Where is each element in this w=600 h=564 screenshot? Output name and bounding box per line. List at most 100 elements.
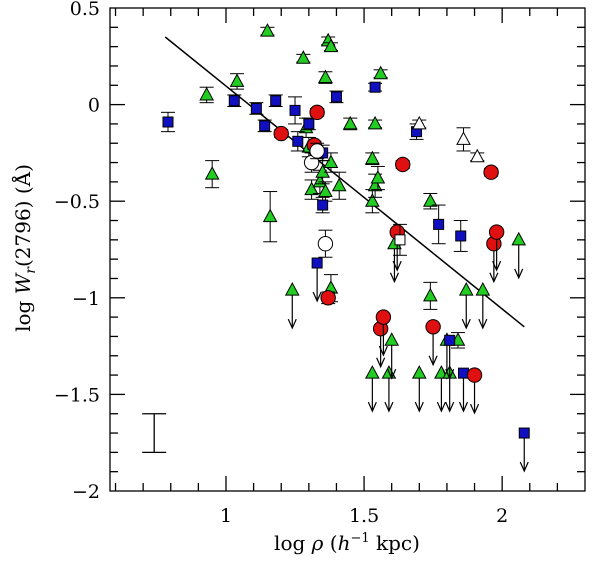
y-tick-label: −2 <box>72 481 100 503</box>
green-triangle-upper-limit-point <box>411 365 427 379</box>
green-triangle-point <box>423 193 438 207</box>
green-triangle-point <box>365 193 380 207</box>
typical-error-layer <box>142 413 167 454</box>
upper-limit-arrow-head <box>445 401 455 413</box>
green-triangle-point <box>373 65 388 80</box>
upper-limit-arrow-head <box>376 357 386 369</box>
green-triangle-point <box>262 208 278 223</box>
y-tick-label: −1.5 <box>54 384 100 406</box>
green-triangle-point <box>365 150 380 165</box>
blue-square-point <box>228 95 240 107</box>
green-triangle-point <box>199 86 214 101</box>
red-circle-point <box>320 290 336 306</box>
green-triangle-point <box>318 69 333 84</box>
green-triangle-upper-limit-point <box>458 282 474 296</box>
green-triangle-point <box>315 164 330 178</box>
green-triangle-point <box>229 73 245 87</box>
blue-square-point <box>330 91 342 103</box>
x-tick-label: 1 <box>220 505 232 527</box>
blue-square-point <box>162 116 174 128</box>
red-circle-point <box>309 104 325 121</box>
fit-line-layer <box>164 36 525 328</box>
y-tick-label: 0 <box>88 95 100 117</box>
green-triangle-point <box>323 38 339 53</box>
open-triangle-point <box>411 115 427 130</box>
upper-limit-arrow-head <box>312 291 322 303</box>
green-triangle-point <box>204 166 220 180</box>
blue-square-point <box>369 81 381 93</box>
upper-limit-arrow-head <box>489 272 499 284</box>
green-triangle-upper-limit-point <box>284 282 300 296</box>
upper-limit-arrow-head <box>378 345 388 357</box>
blue-square-upper-limit-point <box>518 427 530 439</box>
x-tick-label: 1.5 <box>349 505 379 527</box>
green-triangle-point <box>318 183 333 198</box>
upper-limit-arrow-head <box>519 461 529 473</box>
open-circle-point <box>317 236 334 252</box>
x-tick-label: 2 <box>496 505 508 527</box>
open-circle-point <box>309 143 325 159</box>
green-triangle-upper-limit-point <box>511 231 527 246</box>
red-circle-point <box>483 164 499 180</box>
open-square-point <box>394 234 406 246</box>
green-triangle-upper-limit-point <box>475 282 491 296</box>
tick-labels: 1 1.5 2 0.5 0 −0.5 −1 −1.5 −2 <box>54 0 508 527</box>
blue-square-point <box>259 120 271 132</box>
blue-square-point <box>433 218 445 230</box>
upper-limit-arrow-head <box>414 401 424 413</box>
green-triangle-point <box>304 181 319 196</box>
green-triangle-point <box>423 287 438 302</box>
y-axis-label: log Wr(2796) (Å) <box>10 164 39 332</box>
open-triangle-point <box>456 131 471 145</box>
upper-limit-arrow-head <box>478 318 488 330</box>
green-triangle-point <box>331 177 347 192</box>
green-triangle-point <box>260 23 275 37</box>
upper-limit-arrow-head <box>428 355 438 367</box>
data-points <box>160 23 530 473</box>
green-triangle-upper-limit-point <box>384 332 400 346</box>
upper-limit-arrow-head <box>287 318 297 330</box>
y-tick-label: −0.5 <box>54 191 100 213</box>
y-tick-label: −1 <box>72 288 100 310</box>
blue-square-upper-limit-point <box>457 367 469 379</box>
upper-limit-arrow-head <box>445 369 455 380</box>
red-circle-point <box>273 125 289 142</box>
upper-limit-arrow-head <box>389 272 399 284</box>
upper-limit-arrow-head <box>384 401 394 413</box>
open-triangle-point <box>469 148 485 163</box>
blue-square-point <box>455 230 467 242</box>
blue-square-point <box>289 104 301 116</box>
upper-limit-arrow-head <box>469 403 480 415</box>
red-circle-point <box>395 156 411 173</box>
plot-frame <box>109 7 586 492</box>
blue-square-point <box>292 135 304 147</box>
red-circle-upper-limit-point <box>488 224 505 240</box>
upper-limit-arrow-head <box>436 401 446 413</box>
upper-limit-arrow-head <box>387 369 397 380</box>
x-axis-label: log ρ (h−1 kpc) <box>274 531 420 555</box>
axis-ticks <box>110 8 585 491</box>
blue-square-upper-limit-point <box>311 257 323 269</box>
upper-limit-arrow-head <box>458 401 469 413</box>
green-triangle-point <box>342 115 358 130</box>
y-tick-label: 0.5 <box>70 0 100 20</box>
green-triangle-point <box>370 169 386 184</box>
green-triangle-point <box>367 115 383 130</box>
green-triangle-point <box>295 50 311 64</box>
blue-square-point <box>270 95 282 107</box>
blue-square-point <box>250 102 262 114</box>
green-triangle-upper-limit-point <box>365 365 380 379</box>
red-circle-upper-limit-point <box>375 309 392 325</box>
upper-limit-arrow-head <box>514 268 524 280</box>
green-triangle-point <box>323 154 339 169</box>
fit-line <box>164 36 525 328</box>
upper-limit-arrow-head <box>461 318 471 330</box>
upper-limit-arrow-head <box>392 260 402 272</box>
blue-square-point <box>317 199 329 211</box>
upper-limit-arrow-head <box>492 260 502 272</box>
red-circle-upper-limit-point <box>466 367 483 383</box>
blue-square-point <box>303 118 315 130</box>
blue-square-upper-limit-point <box>444 334 456 346</box>
upper-limit-arrow-head <box>367 401 377 413</box>
